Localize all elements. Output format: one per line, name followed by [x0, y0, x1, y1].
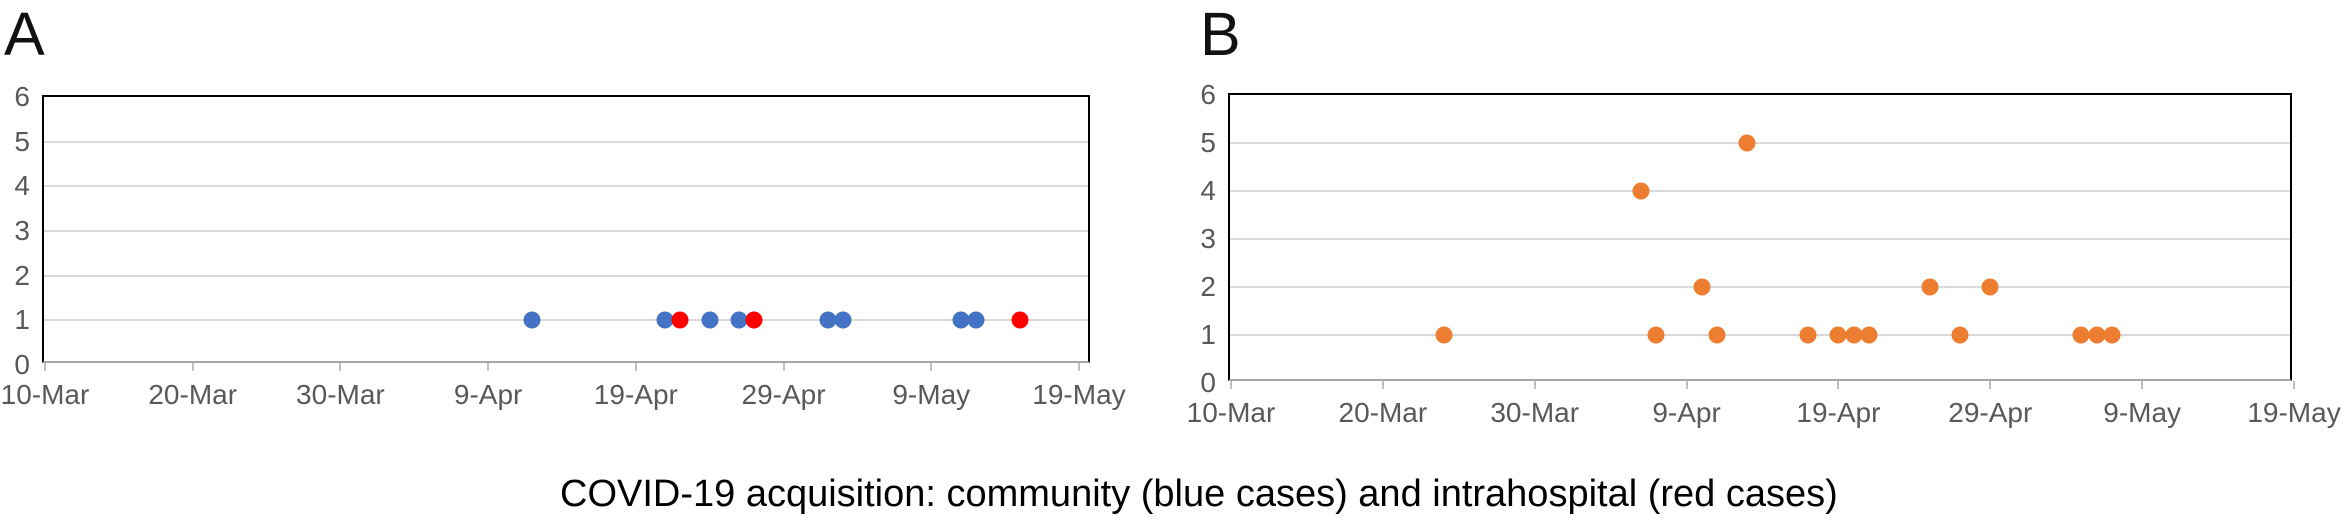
x-tick-label: 19-May [1032, 379, 1126, 410]
data-point-community [834, 311, 852, 329]
data-point-community [819, 311, 837, 329]
x-tick-mark [634, 363, 637, 371]
data-point-cases [1799, 326, 1817, 344]
x-tick-mark [2293, 381, 2296, 389]
x-tick-label: 9-May [2103, 397, 2182, 428]
y-tick-label: 5 [1200, 127, 1216, 158]
data-point-cases [1708, 326, 1726, 344]
data-point-cases [1693, 278, 1711, 296]
gridline [1230, 238, 2290, 240]
y-tick-label: 4 [14, 170, 30, 202]
data-point-cases [1829, 326, 1847, 344]
x-tick-label: 30-Mar [1490, 397, 1580, 428]
data-point-cases [1435, 326, 1453, 344]
data-point-cases [1981, 278, 1999, 296]
data-point-intrahospital [671, 311, 689, 329]
x-tick-mark [930, 363, 933, 371]
x-tick-mark [1533, 381, 1536, 389]
data-point-cases [1632, 182, 1650, 200]
data-point-community [701, 311, 719, 329]
gridline [44, 319, 1088, 322]
y-tick-label: 6 [14, 81, 30, 112]
data-point-cases [1921, 278, 1939, 296]
data-point-community [730, 311, 748, 329]
y-tick-label: 2 [1200, 271, 1216, 302]
y-tick-label: 5 [14, 125, 30, 157]
x-tick-mark [1381, 381, 1384, 389]
data-point-community [967, 311, 985, 329]
x-tick-label: 9-Apr [453, 379, 523, 410]
data-point-intrahospital [745, 311, 763, 329]
data-point-cases [1845, 326, 1863, 344]
figure-caption: COVID-19 acquisition: community (blue ca… [560, 473, 1838, 515]
data-point-community [656, 311, 674, 329]
x-tick-mark [1685, 381, 1688, 389]
y-tick-label: 0 [14, 349, 30, 380]
panel-b-label: B [1200, 0, 1241, 68]
gridline [1230, 334, 2290, 336]
x-tick-mark [782, 363, 785, 371]
x-tick-label: 19-May [2247, 397, 2341, 428]
x-tick-label: 29-Apr [1948, 397, 2033, 428]
gridline [1230, 190, 2290, 192]
x-tick-label: 9-May [892, 379, 971, 410]
x-tick-label: 29-Apr [741, 379, 826, 410]
x-tick-label: 20-Mar [148, 379, 238, 410]
panel-a-plot-area: 0 1 2 3 4 5 6 10-Mar 20-Mar 30-Mar 9-Apr 19-Apr 29-A… [1, 83, 1126, 409]
x-tick-label: 9-Apr [1652, 397, 1721, 428]
panel-b-plot-area: 0 1 2 3 4 5 6 10-Mar 20-Mar 30-Mar 9-Apr 19-Apr 29-A… [1187, 81, 2341, 427]
x-tick-mark [1230, 381, 1232, 389]
x-tick-label: 19-Apr [593, 379, 678, 410]
x-tick-mark [191, 363, 194, 371]
y-tick-label: 1 [1200, 319, 1216, 350]
data-point-cases [1951, 326, 1969, 344]
y-tick-label: 4 [1200, 175, 1216, 206]
x-tick-label: 30-Mar [296, 379, 385, 410]
gridline [1230, 142, 2290, 144]
gridline [44, 274, 1088, 277]
data-point-cases [1738, 134, 1756, 152]
data-point-cases [2088, 326, 2106, 344]
x-tick-mark [487, 363, 490, 371]
y-tick-label: 0 [1200, 367, 1216, 398]
data-point-cases [2072, 326, 2090, 344]
x-tick-mark [44, 363, 46, 371]
data-point-community [523, 311, 541, 329]
x-tick-mark [1077, 363, 1080, 371]
data-point-cases [2103, 326, 2121, 344]
y-tick-label: 6 [1200, 79, 1216, 110]
x-tick-label: 10-Mar [0, 379, 90, 410]
data-point-community [952, 311, 970, 329]
y-tick-label: 1 [14, 304, 30, 336]
x-tick-mark [2141, 381, 2144, 389]
y-tick-label: 2 [14, 259, 30, 291]
y-tick-label: 3 [1200, 223, 1216, 254]
y-tick-label: 3 [14, 215, 30, 246]
x-tick-label: 19-Apr [1796, 397, 1881, 428]
gridline [1230, 286, 2290, 288]
gridline [44, 185, 1088, 188]
x-tick-label: 20-Mar [1338, 397, 1428, 428]
gridline [44, 140, 1088, 143]
panel-a-label: A [4, 0, 45, 68]
data-point-cases [1860, 326, 1878, 344]
x-tick-mark [339, 363, 342, 371]
x-tick-mark [1989, 381, 1992, 389]
data-point-intrahospital [1011, 311, 1029, 329]
x-tick-label: 10-Mar [1186, 397, 1276, 428]
x-tick-mark [1837, 381, 1840, 389]
gridline [44, 230, 1088, 232]
data-point-cases [1647, 326, 1665, 344]
